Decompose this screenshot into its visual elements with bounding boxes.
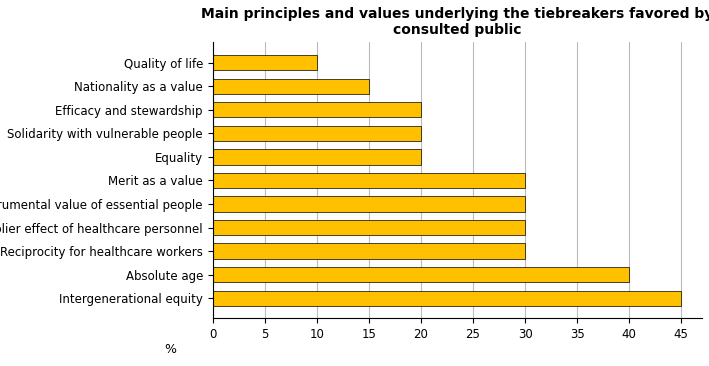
Bar: [213, 267, 629, 282]
Bar: [213, 291, 681, 306]
Bar: [213, 126, 421, 141]
Bar: [213, 149, 421, 165]
Bar: [213, 173, 525, 188]
Text: %: %: [164, 343, 177, 356]
Bar: [213, 79, 369, 94]
Title: Main principles and values underlying the tiebreakers favored by
consulted publi: Main principles and values underlying th…: [201, 7, 709, 37]
Bar: [213, 196, 525, 212]
Bar: [213, 243, 525, 259]
Bar: [213, 102, 421, 117]
Bar: [213, 55, 317, 70]
Bar: [213, 220, 525, 235]
